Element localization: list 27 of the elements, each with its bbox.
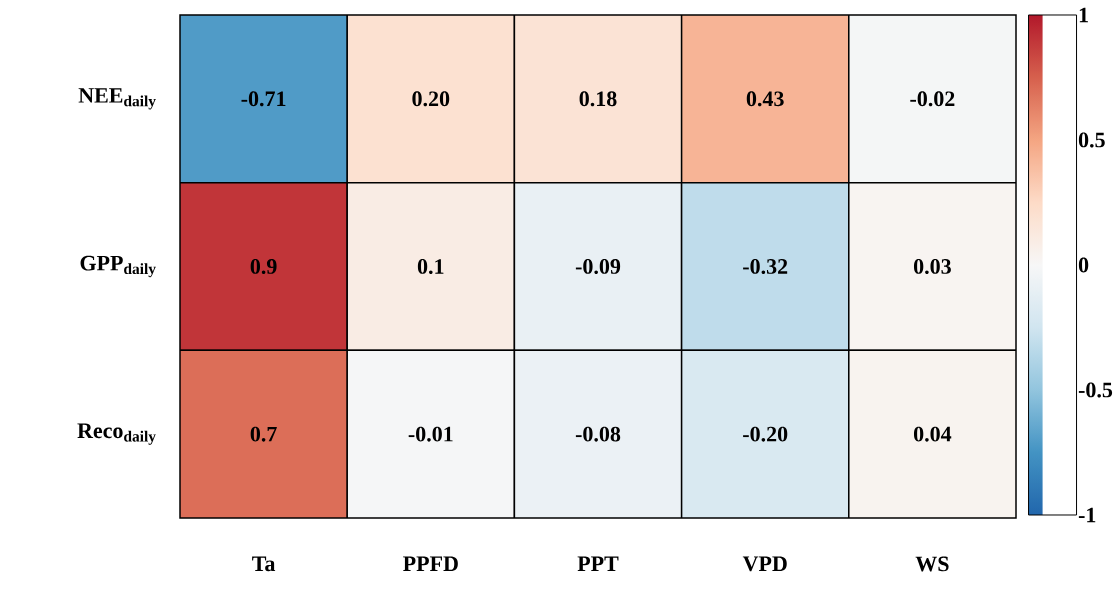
data-label: -0.32 [743,259,788,274]
data-label: 0.04 [913,426,952,442]
data-label: -0.20 [743,426,788,442]
data-label: 0.7 [250,426,277,442]
data-label: -0.01 [408,426,453,442]
data-label: 0.20 [412,91,450,107]
color-bar-label: 0.5 [1078,132,1105,148]
y-tick-label: NEE$_{daily}$ [78,88,156,110]
x-tick-label: WS [915,556,949,572]
x-tick-label: PPT [577,556,619,571]
data-label: -0.09 [575,259,621,274]
y-tick-label: Reco$_{daily}$ [77,423,156,445]
data-label: -0.02 [910,91,955,107]
color-bar-label: -0.5 [1078,382,1113,398]
data-label: -0.08 [575,426,621,442]
data-label: -0.71 [241,91,286,107]
data-label: 0.43 [746,91,784,107]
data-label: 0.03 [913,259,951,274]
x-tick-label: PPFD [403,556,458,571]
color-bar-label: 1 [1079,7,1088,23]
color-bar-label: 0 [1078,257,1089,273]
y-tick-label: GPP$_{daily}$ [80,255,156,278]
data-label: 0.1 [417,259,444,274]
color-bar-label: -1 [1078,507,1096,523]
x-tick-label: Ta [252,556,276,572]
data-label: 0.18 [579,91,617,107]
x-tick-label: VPD [742,556,787,572]
